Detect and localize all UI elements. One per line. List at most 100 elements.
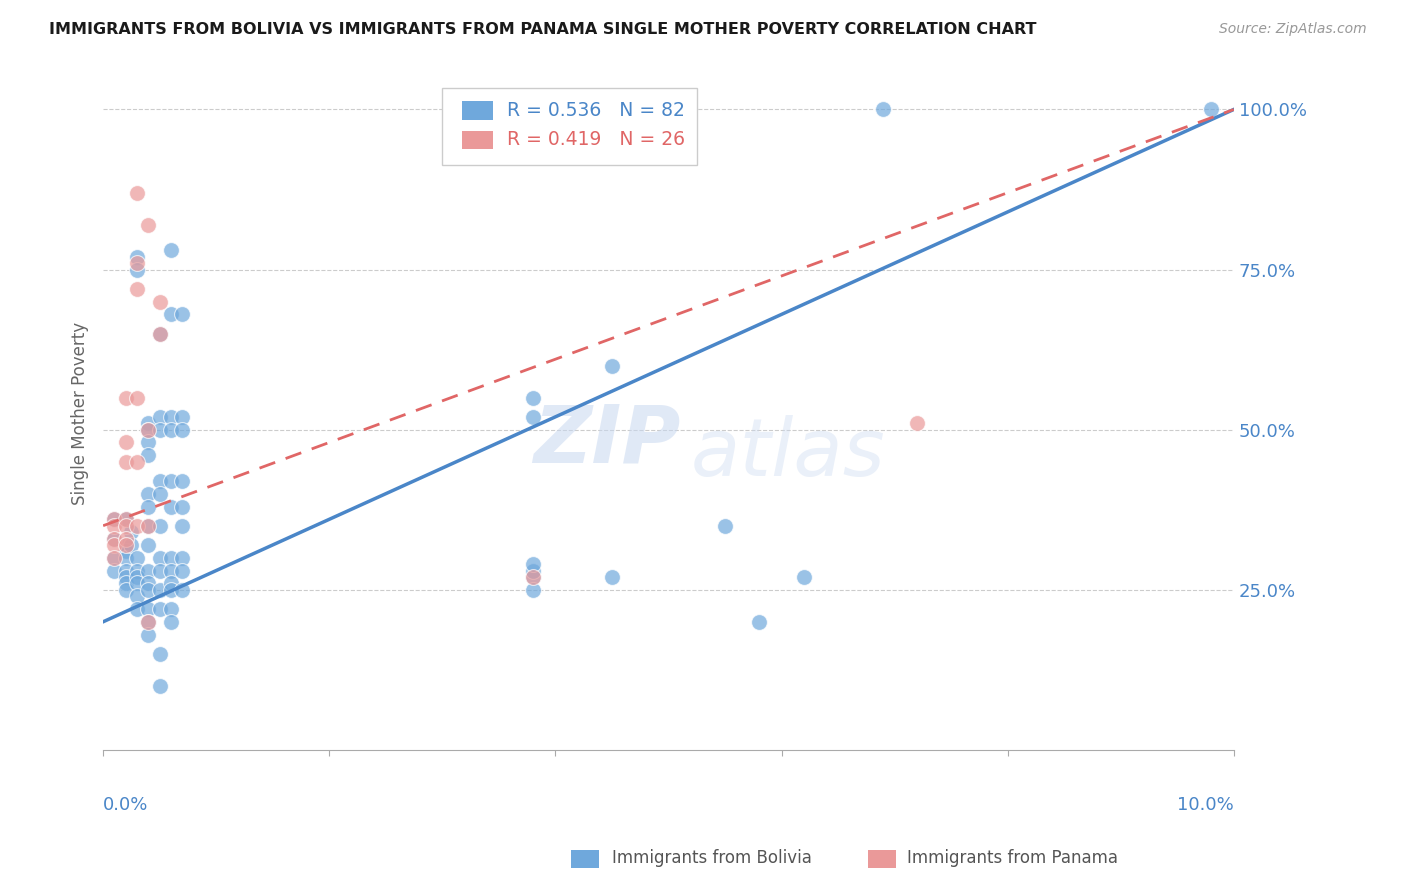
Point: [114, 570, 136, 584]
Point: [138, 564, 160, 578]
Point: [125, 282, 148, 296]
Point: [149, 564, 172, 578]
Point: [172, 518, 194, 533]
Point: [114, 391, 136, 405]
Point: [114, 576, 136, 591]
Point: [149, 474, 172, 488]
Point: [125, 455, 148, 469]
Point: [138, 218, 160, 232]
Point: [125, 570, 148, 584]
Point: [138, 602, 160, 616]
Point: [138, 518, 160, 533]
Point: [125, 576, 148, 591]
Point: [172, 474, 194, 488]
Text: Source: ZipAtlas.com: Source: ZipAtlas.com: [1219, 22, 1367, 37]
FancyBboxPatch shape: [443, 87, 697, 165]
Point: [125, 602, 148, 616]
Text: ZIP: ZIP: [533, 401, 681, 480]
Point: [522, 391, 544, 405]
Point: [125, 589, 148, 603]
Point: [114, 538, 136, 552]
Point: [160, 602, 183, 616]
Point: [138, 423, 160, 437]
Point: [149, 486, 172, 500]
Point: [138, 423, 160, 437]
Point: [522, 570, 544, 584]
Point: [114, 435, 136, 450]
Point: [600, 570, 623, 584]
Point: [149, 550, 172, 565]
Text: Immigrants from Bolivia: Immigrants from Bolivia: [612, 849, 811, 867]
Point: [138, 615, 160, 629]
Point: [160, 474, 183, 488]
Point: [172, 564, 194, 578]
Point: [114, 550, 136, 565]
Point: [120, 525, 142, 540]
Point: [160, 582, 183, 597]
Text: IMMIGRANTS FROM BOLIVIA VS IMMIGRANTS FROM PANAMA SINGLE MOTHER POVERTY CORRELAT: IMMIGRANTS FROM BOLIVIA VS IMMIGRANTS FR…: [49, 22, 1036, 37]
Point: [138, 518, 160, 533]
Point: [138, 435, 160, 450]
Point: [149, 423, 172, 437]
Point: [103, 532, 125, 546]
Point: [125, 186, 148, 200]
Point: [600, 359, 623, 373]
Point: [103, 550, 125, 565]
Point: [103, 518, 125, 533]
Point: [138, 500, 160, 514]
Point: [125, 250, 148, 264]
Point: [103, 550, 125, 565]
Text: 10.0%: 10.0%: [1177, 796, 1234, 814]
Point: [748, 615, 770, 629]
Point: [160, 550, 183, 565]
Point: [160, 500, 183, 514]
Point: [114, 512, 136, 526]
Point: [138, 576, 160, 591]
Point: [138, 538, 160, 552]
Point: [172, 307, 194, 321]
Point: [522, 582, 544, 597]
Point: [793, 570, 815, 584]
Point: [149, 518, 172, 533]
Point: [160, 244, 183, 258]
Point: [714, 518, 737, 533]
Point: [125, 518, 148, 533]
Point: [160, 564, 183, 578]
Point: [114, 544, 136, 558]
Point: [160, 576, 183, 591]
Point: [103, 512, 125, 526]
Point: [149, 602, 172, 616]
Point: [114, 538, 136, 552]
Point: [103, 564, 125, 578]
Text: atlas: atlas: [692, 415, 886, 493]
Point: [103, 512, 125, 526]
Text: R = 0.419   N = 26: R = 0.419 N = 26: [506, 130, 685, 150]
Point: [114, 455, 136, 469]
Point: [125, 564, 148, 578]
Point: [138, 582, 160, 597]
Point: [905, 416, 928, 430]
Point: [522, 409, 544, 424]
Text: Immigrants from Panama: Immigrants from Panama: [907, 849, 1118, 867]
FancyBboxPatch shape: [461, 130, 494, 149]
Point: [125, 550, 148, 565]
Point: [138, 627, 160, 641]
Point: [872, 103, 894, 117]
Point: [114, 564, 136, 578]
Point: [172, 500, 194, 514]
Point: [125, 262, 148, 277]
Point: [522, 557, 544, 571]
Point: [103, 532, 125, 546]
Point: [149, 582, 172, 597]
Point: [138, 615, 160, 629]
Text: 0.0%: 0.0%: [103, 796, 149, 814]
Point: [149, 409, 172, 424]
Point: [149, 647, 172, 661]
Point: [138, 486, 160, 500]
Point: [138, 416, 160, 430]
Point: [103, 538, 125, 552]
Point: [125, 256, 148, 270]
Point: [172, 423, 194, 437]
Point: [114, 518, 136, 533]
FancyBboxPatch shape: [461, 101, 494, 120]
